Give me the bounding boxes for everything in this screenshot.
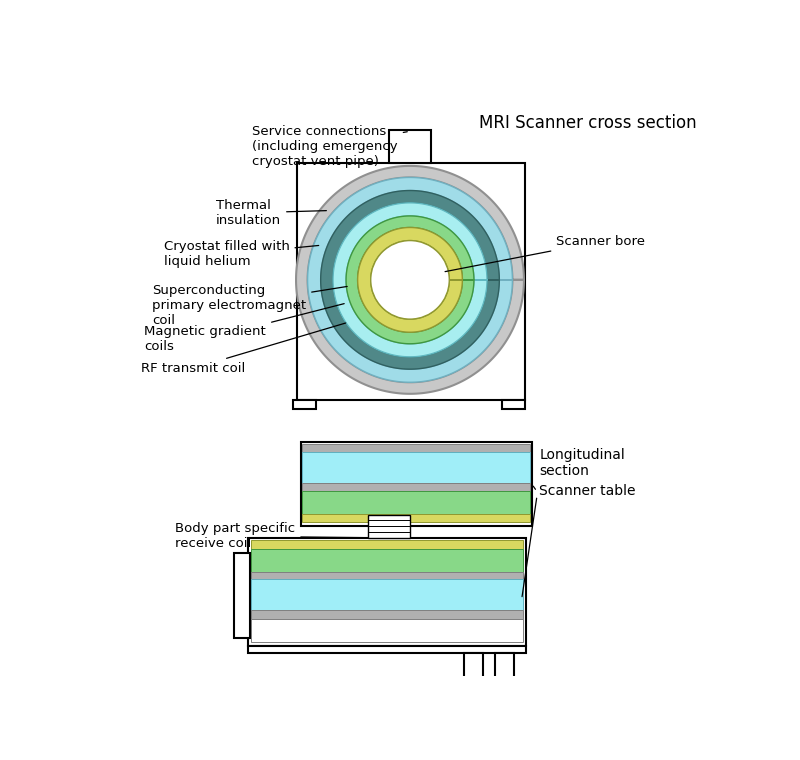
Bar (494, 654, 514, 692)
Bar (368, 515, 410, 538)
Polygon shape (296, 166, 524, 394)
Polygon shape (346, 216, 474, 344)
Bar (302, 483, 530, 491)
Text: Magnetic gradient
coils: Magnetic gradient coils (144, 304, 344, 353)
Circle shape (370, 241, 450, 319)
Text: Service connections
(including emergency
cryostat vent pipe): Service connections (including emergency… (252, 125, 407, 168)
Polygon shape (333, 203, 487, 357)
Text: Longitudinal
section: Longitudinal section (539, 448, 625, 478)
Bar (452, 690, 526, 698)
Bar (250, 572, 523, 579)
Bar (250, 549, 523, 572)
Bar (234, 553, 250, 638)
Bar (250, 610, 523, 619)
Bar (248, 645, 526, 654)
Polygon shape (358, 227, 462, 332)
Bar (464, 654, 483, 692)
Text: Scanner table: Scanner table (539, 484, 636, 498)
Text: Superconducting
primary electromagnet
coil: Superconducting primary electromagnet co… (152, 283, 347, 327)
Bar (302, 514, 530, 522)
Bar (390, 130, 430, 163)
Polygon shape (307, 177, 513, 382)
Bar (502, 400, 525, 409)
Bar (301, 442, 532, 526)
Text: MRI Scanner cross section: MRI Scanner cross section (479, 114, 697, 132)
Text: Cryostat filled with
liquid helium: Cryostat filled with liquid helium (164, 240, 318, 268)
Text: RF transmit coil: RF transmit coil (141, 323, 346, 375)
Bar (250, 619, 523, 641)
Bar (297, 163, 525, 400)
Text: Thermal
insulation: Thermal insulation (216, 199, 326, 226)
Text: Scanner bore: Scanner bore (445, 235, 646, 271)
Bar (302, 444, 530, 452)
Bar (293, 400, 316, 409)
Text: Body part specific
receive coil: Body part specific receive coil (175, 522, 378, 550)
Bar (302, 491, 530, 514)
Bar (248, 538, 526, 645)
Polygon shape (321, 191, 499, 369)
Bar (250, 540, 523, 549)
Bar (302, 452, 530, 483)
Bar (250, 579, 523, 610)
